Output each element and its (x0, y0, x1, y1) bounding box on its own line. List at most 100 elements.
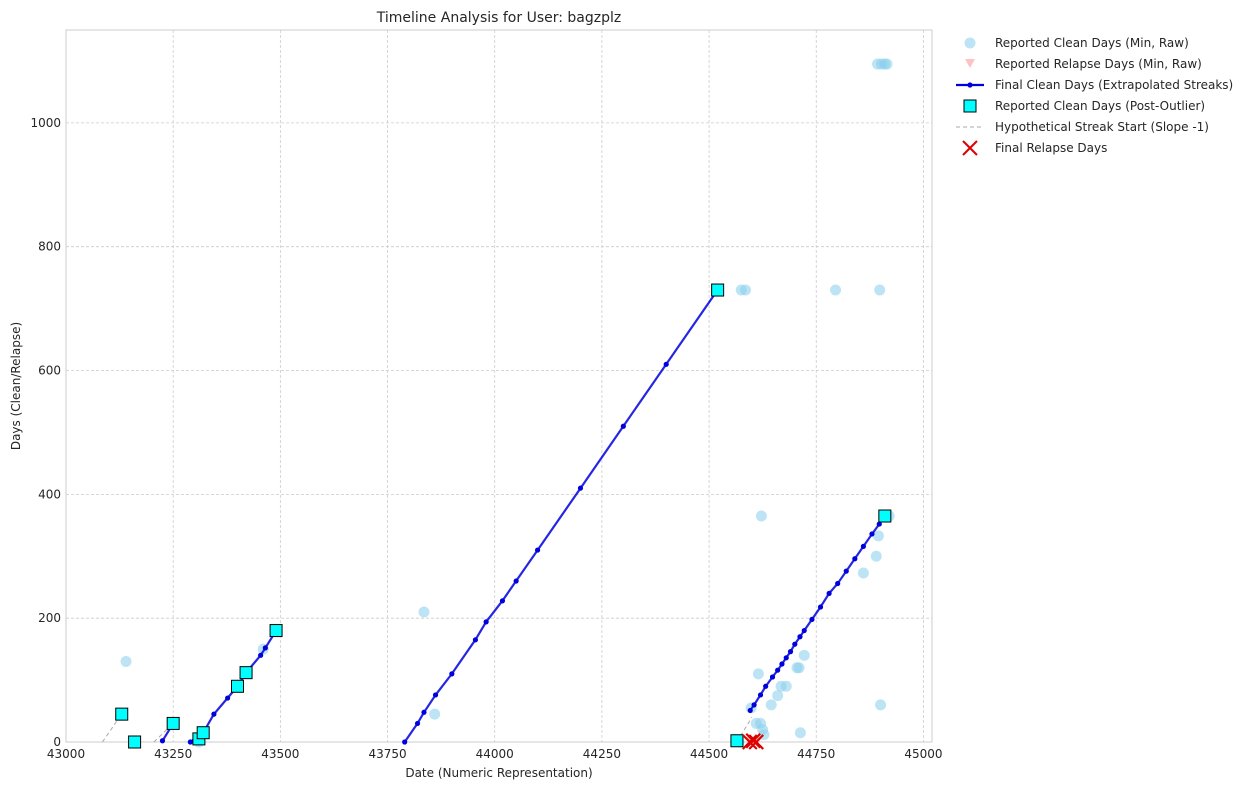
legend-label: Final Relapse Days (995, 141, 1107, 155)
legend-label: Hypothetical Streak Start (Slope -1) (995, 120, 1209, 134)
y-tick-label: 400 (38, 487, 61, 501)
legend-entry: Reported Relapse Days (Min, Raw) (965, 57, 1202, 71)
final-clean-point (211, 711, 217, 717)
final-clean-point (225, 695, 231, 701)
final-clean-point (534, 547, 541, 553)
plot-area: 43000 43250 43500 43750 44000 44250 44500 44750… (30, 29, 943, 761)
final-clean-point (483, 619, 489, 625)
final-relapse-stroke (745, 732, 762, 749)
chart-title: Timeline Analysis for User: bagzplz (376, 10, 621, 26)
final-clean-point (159, 738, 166, 744)
x-tick-label: 44000 (476, 747, 514, 761)
final-clean-point (787, 649, 794, 655)
final-clean-point (792, 641, 798, 647)
legend: Reported Clean Days (Min, Raw) Reported R… (956, 36, 1233, 156)
raw-clean-point (830, 284, 842, 296)
final-clean-point (826, 590, 832, 597)
raw-clean-point (857, 567, 869, 579)
legend-label: Final Clean Days (Extrapolated Streaks) (995, 78, 1233, 92)
legend-entry: Reported Clean Days (Min, Raw) (964, 36, 1189, 50)
raw-clean-point (881, 58, 893, 70)
final-clean-point (769, 674, 776, 680)
post-outlier-point (239, 666, 253, 680)
post-outlier-point (196, 726, 210, 740)
raw-clean-point (780, 680, 792, 692)
final-clean-point (751, 702, 757, 708)
legend-swatch (965, 59, 975, 68)
legend-entry: Final Clean Days (Extrapolated Streaks) (956, 78, 1233, 92)
raw-clean-point (793, 662, 805, 674)
final-relapse-point (742, 734, 758, 750)
x-tick-label: 43250 (154, 747, 192, 761)
legend-swatch (964, 37, 976, 49)
final-relapse-point (745, 732, 762, 749)
final-clean-point (262, 645, 268, 651)
raw-clean-point (874, 284, 886, 296)
legend-swatch-dot (967, 82, 973, 88)
raw-clean-point (872, 530, 884, 542)
raw-clean-point (429, 708, 441, 720)
raw-clean-point (794, 727, 806, 739)
final-clean-point (775, 667, 781, 673)
raw-clean-point (740, 284, 752, 296)
legend-swatch (963, 99, 977, 113)
final-clean-point (860, 543, 867, 549)
final-clean-point (783, 655, 789, 661)
x-axis-title: Date (Numeric Representation) (405, 766, 592, 780)
post-outlier-point (230, 679, 244, 693)
final-clean-point (663, 361, 669, 367)
final-clean-point (472, 637, 479, 643)
final-clean-point (414, 720, 421, 727)
raw-clean-point (765, 699, 777, 711)
final-clean-point (843, 568, 849, 574)
x-tick-label: 44750 (797, 747, 835, 761)
final-clean-point (258, 652, 264, 658)
raw-clean-point (870, 550, 882, 562)
legend-label: Reported Clean Days (Post-Outlier) (995, 99, 1205, 113)
y-axis-title: Days (Clean/Relapse) (9, 322, 23, 450)
post-outlier-point (166, 716, 180, 730)
final-clean-point (620, 423, 626, 429)
legend-swatch (962, 140, 978, 156)
y-tick-label: 1000 (30, 116, 61, 130)
raw-clean-point (120, 656, 132, 668)
final-clean-point (402, 739, 408, 745)
final-clean-point (187, 739, 193, 745)
final-clean-streak-line (403, 289, 719, 743)
raw-clean-point (418, 606, 430, 618)
final-clean-point (763, 683, 769, 689)
post-outlier-point (128, 735, 142, 749)
final-clean-point (797, 634, 803, 640)
legend-label: Reported Relapse Days (Min, Raw) (995, 57, 1202, 71)
final-relapse-stroke (742, 734, 758, 750)
final-clean-point (876, 521, 882, 527)
final-clean-point (449, 671, 455, 677)
post-outlier-point (711, 283, 725, 297)
final-clean-point (779, 661, 785, 667)
post-outlier-point (878, 509, 892, 523)
final-clean-point (835, 580, 841, 587)
hypothetical-streak-line (736, 716, 753, 743)
post-outlier-point (730, 734, 744, 748)
legend-entry: Final Relapse Days (962, 140, 1107, 156)
x-tick-label: 45000 (904, 747, 942, 761)
legend-entry: Hypothetical Streak Start (Slope -1) (956, 120, 1209, 134)
final-clean-point (432, 692, 439, 698)
final-clean-point (513, 578, 519, 584)
final-clean-point (757, 692, 764, 698)
final-clean-point (869, 531, 875, 537)
y-tick-label: 200 (38, 611, 61, 625)
final-clean-point (801, 627, 807, 634)
raw-clean-point (755, 510, 767, 522)
raw-clean-point (798, 649, 810, 661)
final-relapse-stroke (748, 734, 765, 750)
legend-label: Reported Clean Days (Min, Raw) (995, 36, 1189, 50)
final-clean-point (747, 707, 753, 714)
raw-clean-point (875, 699, 887, 711)
x-tick-label: 43750 (368, 747, 406, 761)
x-tick-label: 44500 (690, 747, 728, 761)
final-clean-point (499, 598, 506, 604)
final-clean-point (817, 604, 824, 610)
final-clean-point (809, 616, 815, 623)
